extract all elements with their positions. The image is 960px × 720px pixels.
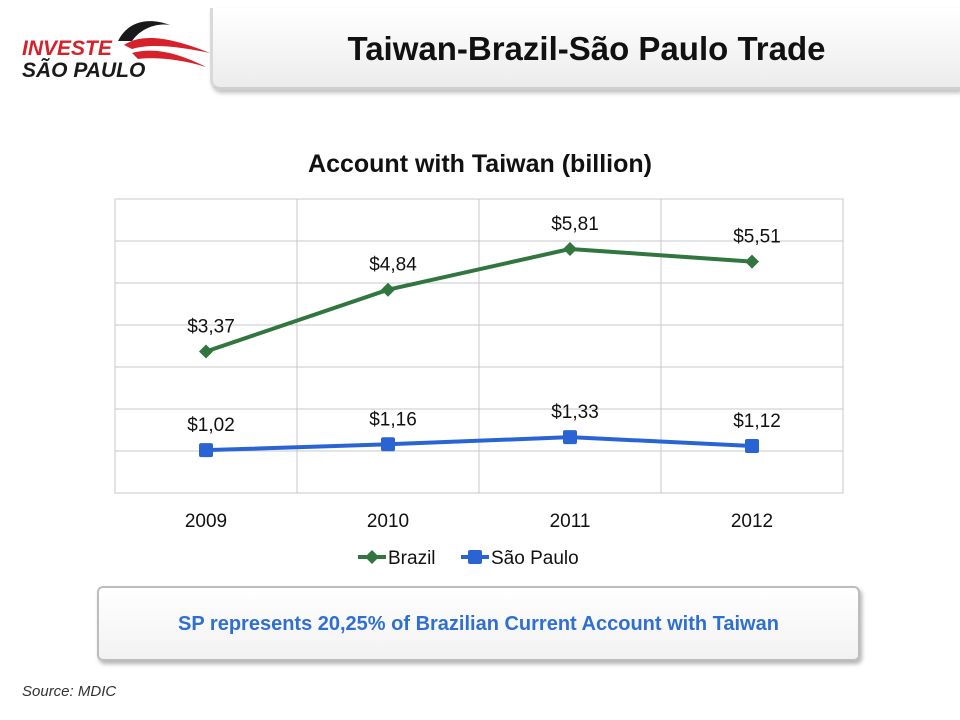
data-label: $4,84: [369, 255, 417, 276]
series-line-1: [205, 435, 753, 453]
chart-markers: [199, 241, 759, 458]
series-line-0: [205, 246, 753, 354]
legend-label: Brazil: [388, 548, 436, 569]
x-tick-label: 2009: [185, 511, 227, 532]
data-point-marker: [381, 282, 395, 297]
investe-sao-paulo-logo: INVESTE SÃO PAULO: [20, 15, 210, 85]
legend-marker: [468, 550, 482, 564]
data-point-marker: [563, 430, 577, 445]
data-label: $1,16: [369, 409, 417, 430]
data-point-marker: [745, 254, 759, 269]
chart-legend: Brazil São Paulo: [358, 548, 579, 569]
logo-line1: INVESTE: [22, 37, 113, 60]
data-point-marker: [199, 344, 213, 359]
logo-line2: SÃO PAULO: [22, 59, 145, 82]
data-label: $1,02: [187, 415, 235, 436]
chart-data-labels: $3,37 $4,84 $5,81 $5,51 $1,02 $1,16 $1,33 $1,12: [187, 214, 781, 436]
legend-label: São Paulo: [491, 548, 579, 569]
title-banner: Taiwan-Brazil-São Paulo Trade: [210, 8, 960, 90]
data-label: $5,81: [551, 214, 599, 235]
data-label: $1,12: [733, 411, 781, 432]
chart-x-ticks: 2009 2010 2011 2012: [185, 511, 773, 532]
x-tick-label: 2010: [367, 511, 409, 532]
data-point-marker: [381, 437, 395, 452]
x-tick-label: 2011: [550, 511, 591, 532]
data-point-marker: [563, 241, 577, 256]
callout-text: SP represents 20,25% of Brazilian Curren…: [178, 613, 779, 635]
chart-lines: [205, 246, 753, 453]
page-title: Taiwan-Brazil-São Paulo Trade: [347, 30, 826, 67]
data-label: $5,51: [733, 227, 781, 248]
legend-marker: [365, 550, 379, 564]
summary-callout: SP represents 20,25% of Brazilian Curren…: [97, 586, 860, 661]
chart-title: Account with Taiwan (billion): [308, 150, 652, 178]
source-note: Source: MDIC: [22, 683, 117, 700]
x-tick-label: 2012: [731, 511, 773, 532]
data-point-marker: [745, 438, 759, 453]
data-label: $3,37: [187, 316, 235, 337]
data-label: $1,33: [551, 402, 599, 423]
chart-grid: [114, 198, 844, 494]
data-point-marker: [199, 443, 213, 458]
